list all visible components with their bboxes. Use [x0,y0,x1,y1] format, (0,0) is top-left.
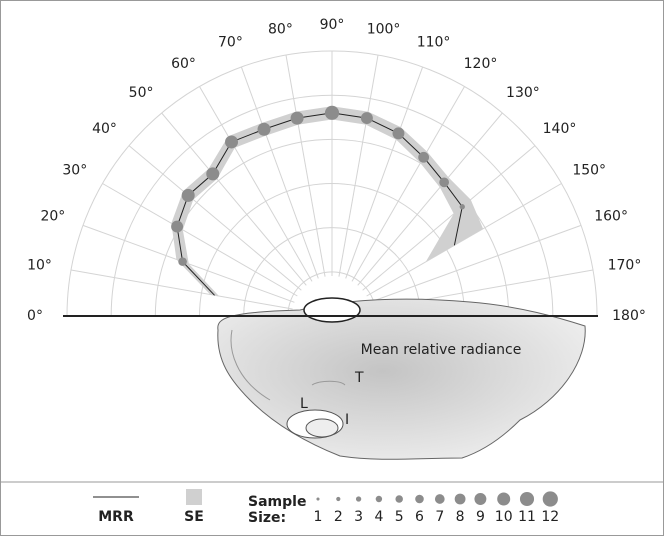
angle-tick-label: 50° [129,85,154,101]
sample-dot [206,167,220,181]
legend-size-label: 1 [314,509,323,525]
annotation: I [345,412,349,428]
legend-dot [519,491,535,507]
grid-line [369,224,582,303]
legend-size-label: 6 [415,509,424,525]
legend-size-label: 10 [495,509,513,525]
grid-line [161,112,307,286]
grid-line [362,145,536,291]
angle-tick-label: 170° [608,257,642,273]
legend-title: Size: [248,510,286,526]
angle-tick-label: 40° [92,121,117,137]
angle-tick-label: 180° [612,308,646,324]
legend-dot [454,493,466,505]
axis-label: Mean relative radiance [361,342,522,358]
sample-dot [257,122,271,136]
legend-dot [542,491,558,507]
legend-dot [375,495,383,503]
sample-dot [418,151,430,163]
sample-dot [439,177,449,188]
legend-swatch [186,489,202,505]
legend-size-label: 2 [334,509,343,525]
annotation: T [354,370,364,386]
grid-line [351,86,465,282]
sample-dot [324,105,340,120]
angle-tick-label: 120° [464,56,498,72]
legend-size-label: 12 [541,509,559,525]
sample-dot [459,204,465,210]
legend-size-label: 4 [374,509,383,525]
plot [171,105,484,297]
grid-line [338,54,379,277]
legend-size-label: 3 [354,509,363,525]
lens [305,418,339,438]
legend-size-label: 9 [476,509,485,525]
legend-label: SE [184,509,204,525]
legend-size-label: 8 [456,509,465,525]
legend-dot [355,496,362,502]
grid-line [199,86,313,282]
angle-tick-label: 110° [417,35,451,51]
legend-dot [316,497,320,501]
sample-dot [290,111,304,125]
grid: 00.20.40.60.810°10°20°30°40°50°60°70°80°… [27,17,646,340]
legend-label: MRR [98,509,134,525]
sample-dot [181,188,195,202]
grid-line [240,66,319,279]
angle-tick-label: 20° [40,208,65,224]
grid-line [357,112,503,286]
angle-tick-label: 10° [27,257,52,273]
sample-dot [225,135,239,149]
annotation: L [300,396,308,412]
sample-dot [392,127,405,140]
legend-title: Sample [248,494,306,510]
angle-tick-label: 0° [27,308,43,324]
angle-tick-label: 160° [594,208,628,224]
legend-dot [434,494,445,504]
grid-line [345,66,424,279]
legend-size-label: 5 [395,509,404,525]
legend-size-label: 11 [518,509,536,525]
legend-dot [336,496,341,502]
legend-dot [474,493,487,505]
sample-dot [171,220,184,233]
legend-dot [415,494,424,504]
legend-size-label: 7 [435,509,444,525]
head-illustration [217,298,586,460]
legend-dot [497,492,511,506]
grid-line [70,269,293,310]
head-contour [311,380,346,386]
angle-tick-label: 80° [268,21,293,37]
angle-tick-label: 60° [171,56,196,72]
grid-line [285,54,326,277]
angle-tick-label: 90° [320,17,345,33]
angle-tick-label: 100° [367,21,401,37]
grid-line [102,183,298,297]
grid-line [128,145,302,291]
sample-dot [360,112,373,125]
head-contour [230,329,271,401]
eye-outline [303,297,361,323]
angle-tick-label: 140° [543,121,577,137]
angle-tick-label: 30° [62,163,87,179]
legend-dot [395,495,403,503]
angle-tick-label: 150° [572,163,606,179]
sample-dot [178,257,187,266]
angle-tick-label: 70° [218,35,243,51]
angle-tick-label: 130° [506,85,540,101]
